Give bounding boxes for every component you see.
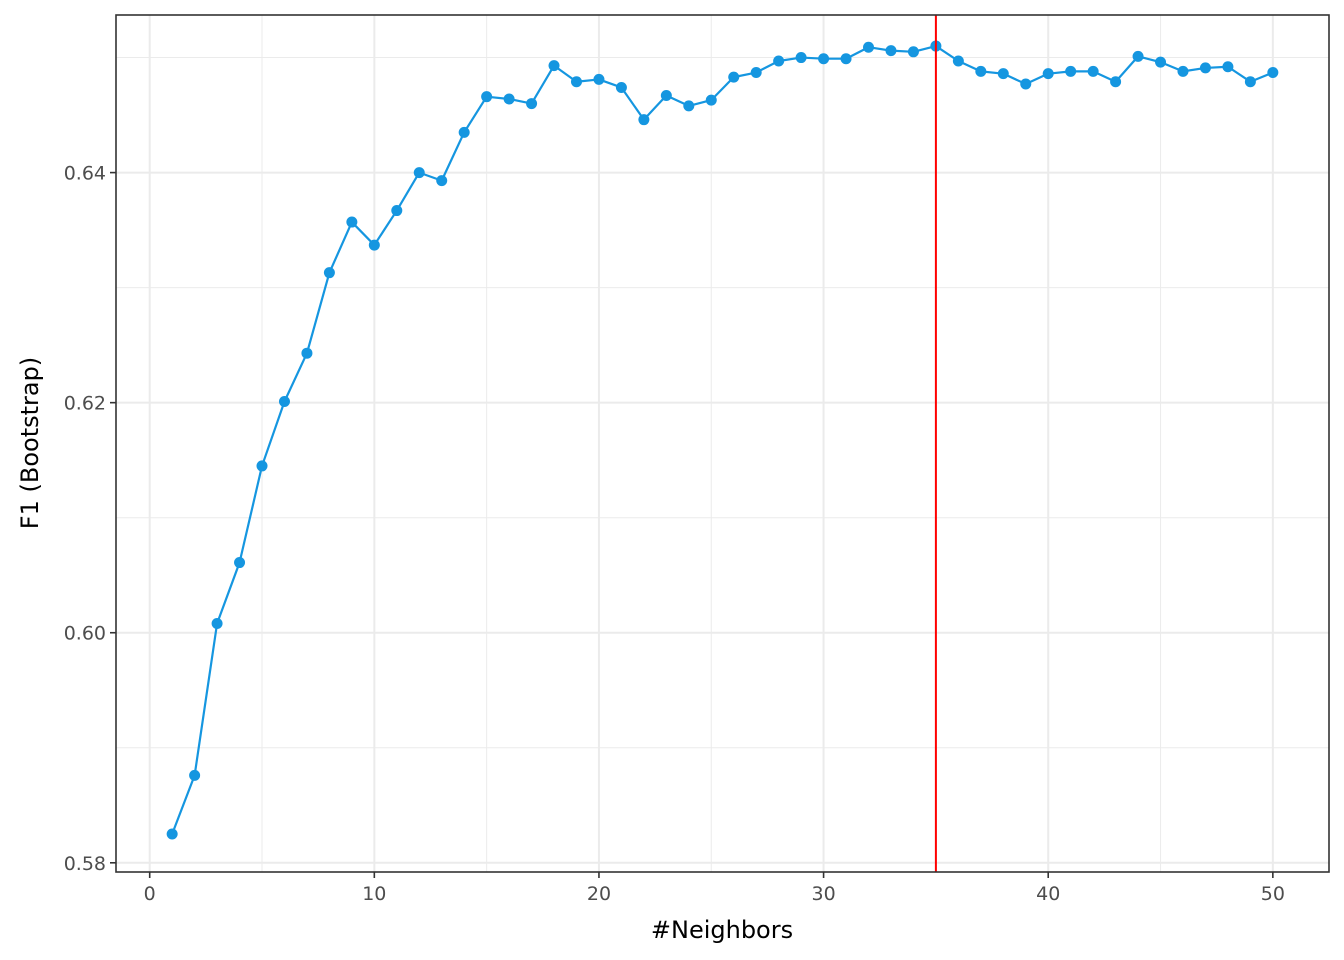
data-point bbox=[997, 68, 1009, 80]
data-point bbox=[436, 175, 448, 187]
data-point bbox=[570, 76, 582, 88]
data-point bbox=[1199, 62, 1211, 74]
data-point bbox=[368, 239, 380, 251]
data-point bbox=[346, 216, 358, 228]
x-tick-label: 30 bbox=[811, 883, 835, 905]
series-layer bbox=[166, 40, 1279, 840]
data-point bbox=[166, 828, 178, 840]
y-tick-label: 0.62 bbox=[64, 393, 106, 415]
x-tick-label: 50 bbox=[1261, 883, 1285, 905]
axes: 0 10 20 30 40 50 0.58 0.60 0.62 0.64 bbox=[64, 163, 1285, 905]
data-point bbox=[840, 53, 852, 65]
data-point bbox=[907, 46, 919, 58]
data-point bbox=[750, 67, 762, 79]
data-point bbox=[975, 65, 987, 77]
data-point bbox=[1065, 65, 1077, 77]
data-point bbox=[952, 55, 964, 67]
data-point bbox=[1244, 76, 1256, 88]
data-point bbox=[1087, 65, 1099, 77]
data-point bbox=[526, 98, 538, 110]
data-point bbox=[705, 94, 717, 106]
plot-border bbox=[115, 14, 1330, 873]
gridlines bbox=[116, 15, 1329, 872]
data-point bbox=[863, 41, 875, 53]
data-point bbox=[683, 100, 695, 112]
data-point bbox=[189, 769, 201, 781]
data-point bbox=[638, 114, 650, 126]
data-point bbox=[1267, 67, 1279, 79]
data-point bbox=[1155, 56, 1167, 68]
y-tick-label: 0.60 bbox=[64, 623, 106, 645]
data-point bbox=[391, 205, 403, 217]
data-point bbox=[458, 126, 470, 138]
data-point bbox=[413, 167, 425, 179]
data-point bbox=[256, 460, 268, 472]
data-point bbox=[1222, 61, 1234, 73]
data-point bbox=[548, 60, 560, 72]
x-tick-label: 10 bbox=[362, 883, 386, 905]
y-tick-label: 0.58 bbox=[64, 853, 106, 875]
x-tick-label: 40 bbox=[1036, 883, 1060, 905]
y-tick-label: 0.64 bbox=[64, 163, 106, 185]
data-point bbox=[773, 55, 785, 67]
data-point bbox=[1132, 50, 1144, 62]
data-point bbox=[1110, 76, 1122, 88]
data-point bbox=[795, 52, 807, 64]
data-point bbox=[1177, 65, 1189, 77]
data-point bbox=[728, 71, 740, 83]
data-point bbox=[278, 396, 290, 408]
data-point bbox=[1020, 78, 1032, 90]
data-point bbox=[234, 557, 246, 569]
data-point bbox=[885, 45, 897, 57]
x-tick-label: 20 bbox=[587, 883, 611, 905]
data-point bbox=[211, 618, 223, 630]
data-point bbox=[615, 81, 627, 93]
x-tick-label: 0 bbox=[144, 883, 156, 905]
data-point bbox=[660, 90, 672, 102]
data-point bbox=[818, 53, 830, 65]
data-point bbox=[481, 91, 493, 103]
plot-panel bbox=[116, 15, 1329, 872]
data-point bbox=[1042, 68, 1054, 80]
y-axis-title: F1 (Bootstrap) bbox=[16, 357, 44, 529]
data-point bbox=[593, 73, 605, 85]
x-axis-title: #Neighbors bbox=[651, 916, 793, 944]
data-point bbox=[503, 93, 515, 105]
data-point bbox=[301, 347, 313, 359]
data-point bbox=[323, 267, 335, 279]
